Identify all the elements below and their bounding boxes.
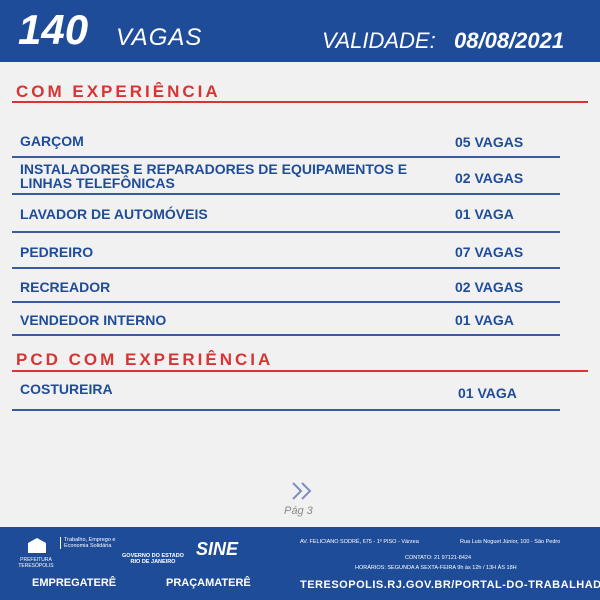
job-title: PEDREIRO	[20, 244, 94, 260]
next-arrow	[292, 482, 312, 500]
row-rule	[12, 231, 560, 233]
job-vacancies: 07 VAGAS	[455, 244, 524, 260]
job-title: RECREADOR	[20, 279, 111, 295]
row-rule	[12, 334, 560, 336]
city-hall: PREFEITURA TERESÓPOLIS	[18, 557, 54, 569]
job-title: VENDEDOR INTERNO	[20, 312, 167, 328]
count: 140	[18, 6, 89, 53]
job-vacancies: 01 VAGA	[455, 312, 514, 328]
footer: PREFEITURA TERESÓPOLIS Trabalho, Emprego…	[0, 527, 600, 600]
job-vacancies: 01 VAGA	[455, 206, 514, 222]
state: GOVERNO DO ESTADO RIO DE JANEIRO	[122, 553, 184, 565]
section-rule	[12, 370, 588, 372]
crest	[28, 538, 46, 553]
word: VAGAS	[116, 24, 203, 51]
header: 140 VAGAS VALIDADE: 08/08/2021	[0, 0, 600, 62]
row-rule	[12, 409, 560, 411]
job-vacancies: 02 VAGAS	[455, 170, 524, 186]
department: Trabalho, Emprego e Economia Solidária	[60, 537, 116, 549]
address-2: Rua Luis Noguet Júnior, 100 - São Pedro	[460, 539, 561, 545]
row-rule	[12, 156, 560, 158]
hours: HORÁRIOS: SEGUNDA A SEXTA-FEIRA 9h às 12…	[355, 565, 517, 571]
sine: SINE	[196, 539, 239, 559]
validity-label: VALIDADE:	[322, 28, 436, 53]
job-vacancies: 02 VAGAS	[455, 279, 524, 295]
job-title: INSTALADORES E REPARADORES DE EQUIPAMENT…	[20, 161, 408, 191]
job-title: COSTUREIRA	[20, 381, 113, 397]
page-label: Pág 3	[284, 505, 313, 517]
job-title: GARÇOM	[20, 133, 84, 149]
address-1: AV. FELICIANO SODRÉ, 675 - 1º PISO - Vár…	[300, 539, 419, 545]
row-rule	[12, 267, 560, 269]
section-title: PCD COM EXPERIÊNCIA	[16, 350, 274, 369]
section-title: COM EXPERIÊNCIA	[16, 82, 221, 101]
section-rule	[12, 101, 588, 103]
url: TERESOPOLIS.RJ.GOV.BR/PORTAL-DO-TRABALHA…	[300, 579, 600, 591]
contact: CONTATO: 21 97121-8424	[405, 555, 472, 561]
validity-date: 08/08/2021	[454, 28, 565, 53]
row-rule	[12, 301, 560, 303]
job-vacancies: 01 VAGA	[458, 385, 517, 401]
job-title: LAVADOR DE AUTOMÓVEIS	[20, 206, 208, 222]
row-rule	[12, 193, 560, 195]
job-vacancies: 05 VAGAS	[455, 134, 524, 150]
pracamatere: PRAÇAMATERÊ	[166, 577, 251, 589]
empregatere: EMPREGATERÊ	[32, 577, 117, 589]
